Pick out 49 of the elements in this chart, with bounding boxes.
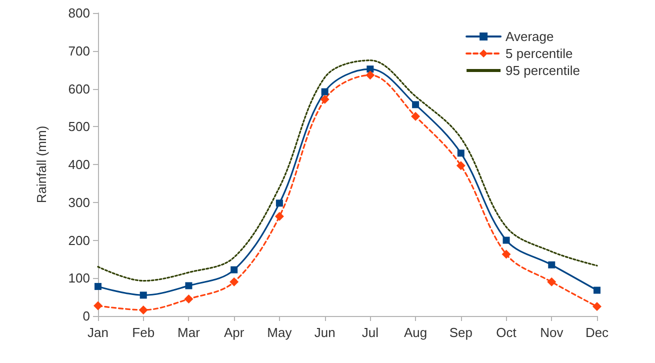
x-tick-label: Nov [540, 325, 564, 340]
x-tick-label: Oct [496, 325, 517, 340]
point [276, 200, 283, 207]
point [94, 301, 102, 310]
legend-label: 95 percentile [506, 63, 580, 78]
x-tick-label: Dec [585, 325, 610, 340]
point [184, 294, 194, 304]
y-tick-label: 700 [68, 43, 90, 58]
y-tick-label: 800 [68, 6, 90, 20]
point [412, 101, 420, 108]
point [411, 112, 420, 121]
point [140, 292, 147, 299]
x-tick-label: Sep [449, 325, 472, 340]
point [592, 302, 602, 312]
point [230, 266, 238, 274]
point [456, 161, 466, 170]
point [230, 277, 239, 286]
y-tick-label: 0 [82, 308, 90, 324]
point [547, 277, 556, 286]
y-axis-title: Rainfall (mm) [34, 126, 49, 204]
point [320, 94, 330, 104]
x-tick-label: Jun [314, 325, 336, 340]
point [502, 250, 511, 259]
point [94, 282, 102, 290]
x-tick-label: May [267, 325, 292, 340]
point [138, 305, 148, 314]
y-tick-label: 200 [68, 232, 90, 248]
x-tick-label: Feb [132, 325, 155, 340]
point [321, 88, 328, 96]
y-tick-label: 500 [68, 119, 90, 134]
point [594, 286, 600, 294]
point [548, 261, 556, 268]
legend-label: Average [506, 29, 554, 44]
x-tick-label: Apr [224, 325, 245, 340]
point [185, 282, 192, 290]
x-tick-label: Aug [404, 325, 428, 340]
y-tick-label: 300 [68, 194, 90, 210]
point [366, 66, 374, 73]
y-tick-label: 400 [68, 157, 90, 172]
x-tick-label: Jul [362, 325, 379, 340]
point [457, 150, 464, 157]
y-tick-label: 100 [68, 270, 90, 286]
point [366, 70, 375, 80]
x-tick-label: Jan [88, 325, 108, 340]
y-tick-label: 600 [68, 81, 90, 96]
point [274, 212, 284, 221]
x-tick-label: Mar [178, 325, 201, 340]
point [502, 236, 510, 244]
legend-label: 5 percentile [506, 46, 573, 61]
